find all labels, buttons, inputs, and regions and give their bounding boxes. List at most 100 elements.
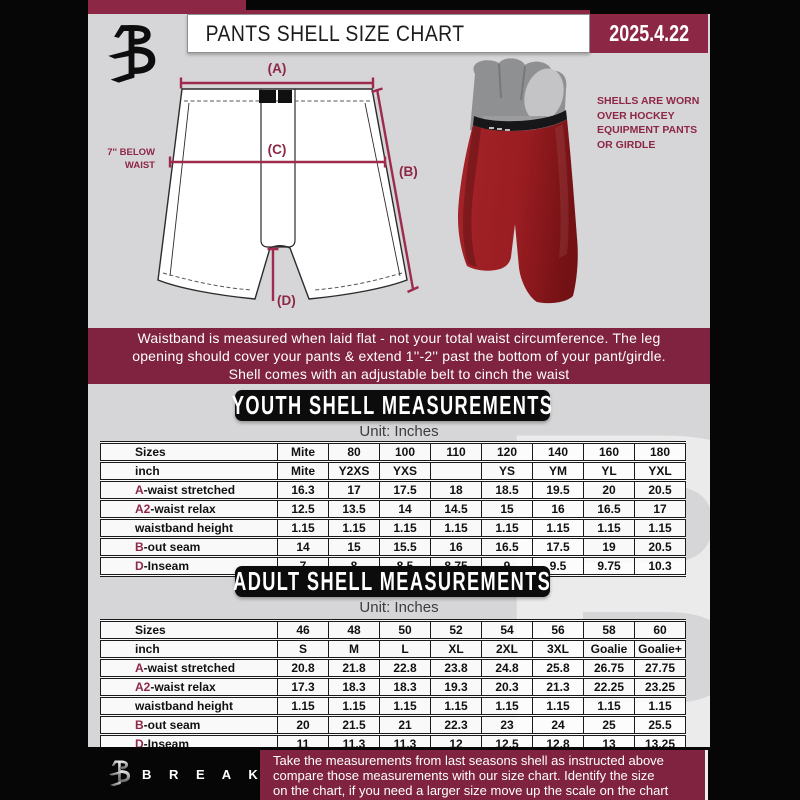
adult-section-banner: ADULT SHELL MEASUREMENTS bbox=[233, 566, 552, 597]
cell-value: 21.5 bbox=[328, 714, 380, 736]
cell-value: 24 bbox=[532, 714, 584, 736]
cell-value: 19 bbox=[583, 536, 635, 558]
cell-value: 1.15 bbox=[379, 517, 431, 539]
cell-value: Goalie+ bbox=[634, 638, 686, 660]
youth-section-heading: YOUTH SHELL MEASUREMENTS bbox=[231, 390, 554, 420]
row-label: A2-waist relax bbox=[100, 498, 278, 520]
cell-value: 23 bbox=[481, 714, 533, 736]
dim-label-c: (C) bbox=[268, 142, 287, 157]
cell-value: 19.5 bbox=[532, 479, 584, 501]
row-label: inch bbox=[100, 460, 278, 482]
cell-value: 23.25 bbox=[634, 676, 686, 698]
info-line: opening should cover your pants & extend… bbox=[132, 348, 666, 364]
cell-value: 1.15 bbox=[481, 517, 533, 539]
footer-instructions: Take the measurements from last seasons … bbox=[260, 750, 708, 800]
cell-value: 17 bbox=[328, 479, 380, 501]
cell-value: 13 bbox=[583, 733, 635, 747]
table-row: A2-waist relax 12.5 13.5 14 14.5 15 16 16.5 17 bbox=[100, 498, 686, 520]
cell-value: 54 bbox=[481, 619, 533, 641]
cell-value: 18.3 bbox=[328, 676, 380, 698]
adult-size-table: Sizes 46 48 50 52 54 56 58 60 inch S M L XL 2XL 3XL Goal… bbox=[100, 619, 686, 747]
cell-value: 120 bbox=[481, 441, 533, 463]
cell-value: YXL bbox=[634, 460, 686, 482]
cell-value: 20 bbox=[277, 714, 329, 736]
title-bar: PANTS SHELL SIZE CHART bbox=[187, 14, 590, 53]
table-row: waistband height 1.15 1.15 1.15 1.15 1.15 1.15… bbox=[100, 517, 686, 539]
cell-value: 18.3 bbox=[379, 676, 431, 698]
brand-logo-icon bbox=[106, 18, 164, 93]
row-label: Sizes bbox=[100, 619, 278, 641]
row-label: waistband height bbox=[100, 517, 278, 539]
cell-value: 11 bbox=[277, 733, 329, 747]
cell-value: S bbox=[277, 638, 329, 660]
cell-value: 1.15 bbox=[634, 695, 686, 717]
cell-value: XL bbox=[430, 638, 482, 660]
top-accent-strip-thin bbox=[246, 10, 590, 14]
cell-value: 16 bbox=[430, 536, 482, 558]
photo-caption-line: OR GIRDLE bbox=[597, 138, 656, 151]
cell-value: 21.3 bbox=[532, 676, 584, 698]
cell-value: 13.25 bbox=[634, 733, 686, 747]
cell-value: YL bbox=[583, 460, 635, 482]
cell-value: 1.15 bbox=[481, 695, 533, 717]
cell-value bbox=[430, 460, 482, 482]
cell-value: 16.5 bbox=[481, 536, 533, 558]
cell-value: 160 bbox=[583, 441, 635, 463]
photo-caption-line: OVER HOCKEY bbox=[597, 109, 675, 122]
top-accent-strip bbox=[88, 0, 246, 14]
youth-size-table: Sizes Mite 80 100 110 120 140 160 180 inch Mite Y2X… bbox=[100, 441, 686, 577]
cell-value: 46 bbox=[277, 619, 329, 641]
cell-value: 22.8 bbox=[379, 657, 431, 679]
cell-value: 20.8 bbox=[277, 657, 329, 679]
cell-value: 20.3 bbox=[481, 676, 533, 698]
row-label: D-Inseam bbox=[100, 555, 278, 577]
cell-value: 20 bbox=[583, 479, 635, 501]
youth-unit-label: Unit: Inches bbox=[359, 423, 439, 440]
cell-value: 1.15 bbox=[328, 517, 380, 539]
cell-value: 20.5 bbox=[634, 479, 686, 501]
cell-value: 1.15 bbox=[277, 695, 329, 717]
photo-caption-line: SHELLS ARE WORN bbox=[597, 95, 700, 107]
cell-value: 12.5 bbox=[277, 498, 329, 520]
cell-value: 25.8 bbox=[532, 657, 584, 679]
cell-value: 100 bbox=[379, 441, 431, 463]
cell-value: 13.5 bbox=[328, 498, 380, 520]
row-label: Sizes bbox=[100, 441, 278, 463]
table-row: B-out seam 20 21.5 21 22.3 23 24 25 25.5 bbox=[100, 714, 686, 736]
cell-value: 15 bbox=[481, 498, 533, 520]
cell-value: 50 bbox=[379, 619, 431, 641]
cell-value: 14 bbox=[379, 498, 431, 520]
row-label: inch bbox=[100, 638, 278, 660]
cell-value: 16.3 bbox=[277, 479, 329, 501]
cell-value: 27.75 bbox=[634, 657, 686, 679]
cell-value: 60 bbox=[634, 619, 686, 641]
cell-value: 1.15 bbox=[532, 517, 584, 539]
cell-value: YS bbox=[481, 460, 533, 482]
row-label: B-out seam bbox=[100, 714, 278, 736]
footer-instruction-line: on the chart, if you need a larger size … bbox=[273, 782, 669, 798]
cell-value: 20.5 bbox=[634, 536, 686, 558]
shorts-outline bbox=[157, 88, 408, 300]
row-label: A-waist stretched bbox=[100, 657, 278, 679]
cell-value: 3XL bbox=[532, 638, 584, 660]
photo-caption-line: EQUIPMENT PANTS bbox=[597, 124, 698, 136]
waist-note-line2: WAIST bbox=[125, 160, 155, 171]
cell-value: 1.15 bbox=[532, 695, 584, 717]
row-label: A-waist stretched bbox=[100, 479, 278, 501]
adult-section-heading: ADULT SHELL MEASUREMENTS bbox=[233, 566, 552, 596]
cell-value: 58 bbox=[583, 619, 635, 641]
cell-value: 17.3 bbox=[277, 676, 329, 698]
table-row: Sizes 46 48 50 52 54 56 58 60 bbox=[100, 619, 686, 641]
cell-value: L bbox=[379, 638, 431, 660]
cell-value: 10.3 bbox=[634, 555, 686, 577]
shell-product-photo bbox=[458, 58, 578, 304]
cell-value: 16 bbox=[532, 498, 584, 520]
footer-instruction-line: Take the measurements from last seasons … bbox=[273, 753, 664, 768]
footer-instruction-line: compare those measurements with our size… bbox=[273, 767, 655, 783]
cell-value: 24.8 bbox=[481, 657, 533, 679]
cell-value: 12 bbox=[430, 733, 482, 747]
cell-value: 14 bbox=[277, 536, 329, 558]
table-row: inch S M L XL 2XL 3XL Goalie Goalie+ bbox=[100, 638, 686, 660]
cell-value: 52 bbox=[430, 619, 482, 641]
